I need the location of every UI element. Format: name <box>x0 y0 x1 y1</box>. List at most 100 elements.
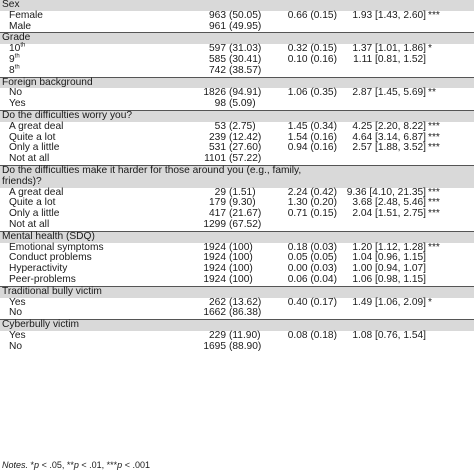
percent-cell: (5.09) <box>229 98 256 110</box>
table-row: No 1826 (94.91) 1.06 (0.35) 2.87 [1.45, 5.69… <box>0 87 474 99</box>
row-label-superscript: th <box>20 42 26 49</box>
row-label: Quite a lot <box>9 197 55 209</box>
count-cell: 262 <box>209 296 226 308</box>
count-cell: 98 <box>214 98 226 110</box>
count-cell: 585 <box>209 53 226 65</box>
count-cell: 179 <box>209 197 226 209</box>
section-header-text: Sex <box>2 0 20 10</box>
section-header-text: Cyberbully victim <box>2 319 79 331</box>
count-cell: 53 <box>214 120 226 132</box>
table-row: Male 961 (49.95) <box>0 20 474 33</box>
significance-cell: * <box>428 43 432 55</box>
row-label: Yes <box>9 98 26 110</box>
count-cell: 1924 <box>203 263 226 275</box>
count-cell: 29 <box>214 186 226 198</box>
row-label-text: A great deal <box>9 120 64 132</box>
count-cell: 1101 <box>204 153 226 165</box>
percent-cell: (94.91) <box>229 87 262 99</box>
table-notes: Notes. *p < .05, **p < .01, ***p < .001 <box>2 460 150 470</box>
row-label-text: 8 <box>9 64 15 76</box>
estimate-cell: 0.10 (0.16) <box>287 53 337 65</box>
notes-threshold-2: < .01, <box>78 460 107 470</box>
row-label-text: No <box>9 340 23 352</box>
regression-table: Sex Female 963 (50.05) 0.66 (0.15) 1.93 [1.43… <box>0 0 474 353</box>
row-label-text: Yes <box>9 98 26 110</box>
estimate-cell: 2.24 (0.42) <box>287 186 337 198</box>
section-header: Traditional bully victim <box>0 286 474 298</box>
notes-p-3: p <box>117 460 123 470</box>
percent-cell: (100) <box>229 252 253 264</box>
percent-cell: (49.95) <box>229 20 262 32</box>
row-label: Male <box>9 21 31 33</box>
odds-ratio-cell: 1.93 [1.43, 2.60] <box>352 9 426 21</box>
notes-p-1: p <box>34 460 40 470</box>
significance-cell: *** <box>428 9 440 21</box>
table-row: Quite a lot 179 (9.30) 1.30 (0.20) 3.68 [2.4… <box>0 197 474 209</box>
percent-cell: (86.38) <box>229 307 262 319</box>
row-label: No <box>9 340 23 353</box>
table-row: A great deal 29 (1.51) 2.24 (0.42) 9.36 [4.1… <box>0 186 474 199</box>
row-label: Not at all <box>9 219 49 231</box>
percent-cell: (57.22) <box>229 153 262 165</box>
estimate-cell: 0.05 (0.05) <box>287 252 337 264</box>
section-header: Do the difficulties worry you? <box>0 109 474 122</box>
percent-cell: (50.05) <box>229 9 262 21</box>
section-header: Mental health (SDQ) <box>0 231 474 243</box>
percent-cell: (27.60) <box>229 142 262 154</box>
estimate-cell: 1.54 (0.16) <box>287 131 337 143</box>
table-row: Yes 229 (11.90) 0.08 (0.18) 1.08 [0.76, 1.54… <box>0 329 474 342</box>
table-row: Emotional symptoms 1924 (100) 0.18 (0.03) 1.… <box>0 241 474 254</box>
estimate-cell: 0.66 (0.15) <box>287 9 337 21</box>
row-label-superscript: th <box>14 64 20 71</box>
estimate-cell: 1.30 (0.20) <box>287 197 337 209</box>
row-label: 9th <box>9 53 20 66</box>
count-cell: 229 <box>209 329 226 341</box>
section-divider <box>0 164 474 166</box>
section-header-text: Do the difficulties worry you? <box>2 109 133 121</box>
odds-ratio-cell: 9.36 [4.10, 21.35] <box>346 186 426 198</box>
count-cell: 963 <box>209 9 226 21</box>
estimate-cell: 0.06 (0.04) <box>287 273 337 285</box>
notes-star-3: *** <box>106 460 118 470</box>
odds-ratio-cell: 3.68 [2.48, 5.46] <box>352 197 426 209</box>
table-row: 10th 597 (31.03) 0.32 (0.15) 1.37 [1.01, 1.8… <box>0 42 474 55</box>
notes-prefix: Notes. <box>2 460 29 470</box>
significance-cell: *** <box>428 186 440 198</box>
row-label-text: Yes <box>9 329 26 341</box>
section-divider <box>0 109 474 111</box>
section-header: Do the difficulties make it harder for t… <box>0 164 474 188</box>
row-label-text: Conduct problems <box>9 252 92 264</box>
count-cell: 1826 <box>203 87 226 99</box>
row-label-text: 9 <box>9 53 15 65</box>
table-row: No 1695 (88.90) <box>0 340 474 353</box>
table-row: Quite a lot 239 (12.42) 1.54 (0.16) 4.64 [3.… <box>0 131 474 144</box>
odds-ratio-cell: 2.57 [1.88, 3.52] <box>352 142 426 154</box>
row-label-text: Hyperactivity <box>9 263 68 275</box>
percent-cell: (9.30) <box>229 197 256 209</box>
row-label: A great deal <box>9 186 64 199</box>
row-label-text: Quite a lot <box>9 131 56 143</box>
row-label-text: Yes <box>9 296 26 308</box>
row-label: No <box>9 307 23 319</box>
section-header-text: Grade <box>2 32 31 44</box>
odds-ratio-cell: 1.20 [1.12, 1.28] <box>352 241 426 253</box>
count-cell: 1924 <box>203 252 226 264</box>
percent-cell: (38.57) <box>229 64 262 76</box>
row-label-text: No <box>9 307 23 319</box>
row-label-text: A great deal <box>9 186 64 198</box>
table-row: Not at all 1101 (57.22) <box>0 153 474 165</box>
section-divider <box>0 230 474 232</box>
row-label: 10th <box>9 42 26 55</box>
estimate-cell: 0.71 (0.15) <box>287 208 337 220</box>
row-label-text: Only a little <box>9 142 60 154</box>
estimate-cell: 0.00 (0.03) <box>287 263 337 275</box>
section-divider <box>0 76 474 78</box>
row-label: Yes <box>9 296 26 309</box>
section-divider <box>0 285 474 287</box>
notes-p-2: p <box>73 460 79 470</box>
count-cell: 961 <box>209 20 226 32</box>
significance-cell: *** <box>428 120 440 132</box>
odds-ratio-cell: 1.08 [0.76, 1.54] <box>352 329 426 341</box>
odds-ratio-cell: 4.64 [3.14, 6.87] <box>352 131 426 143</box>
section-header-text: Do the difficulties make it harder for t… <box>2 164 302 187</box>
